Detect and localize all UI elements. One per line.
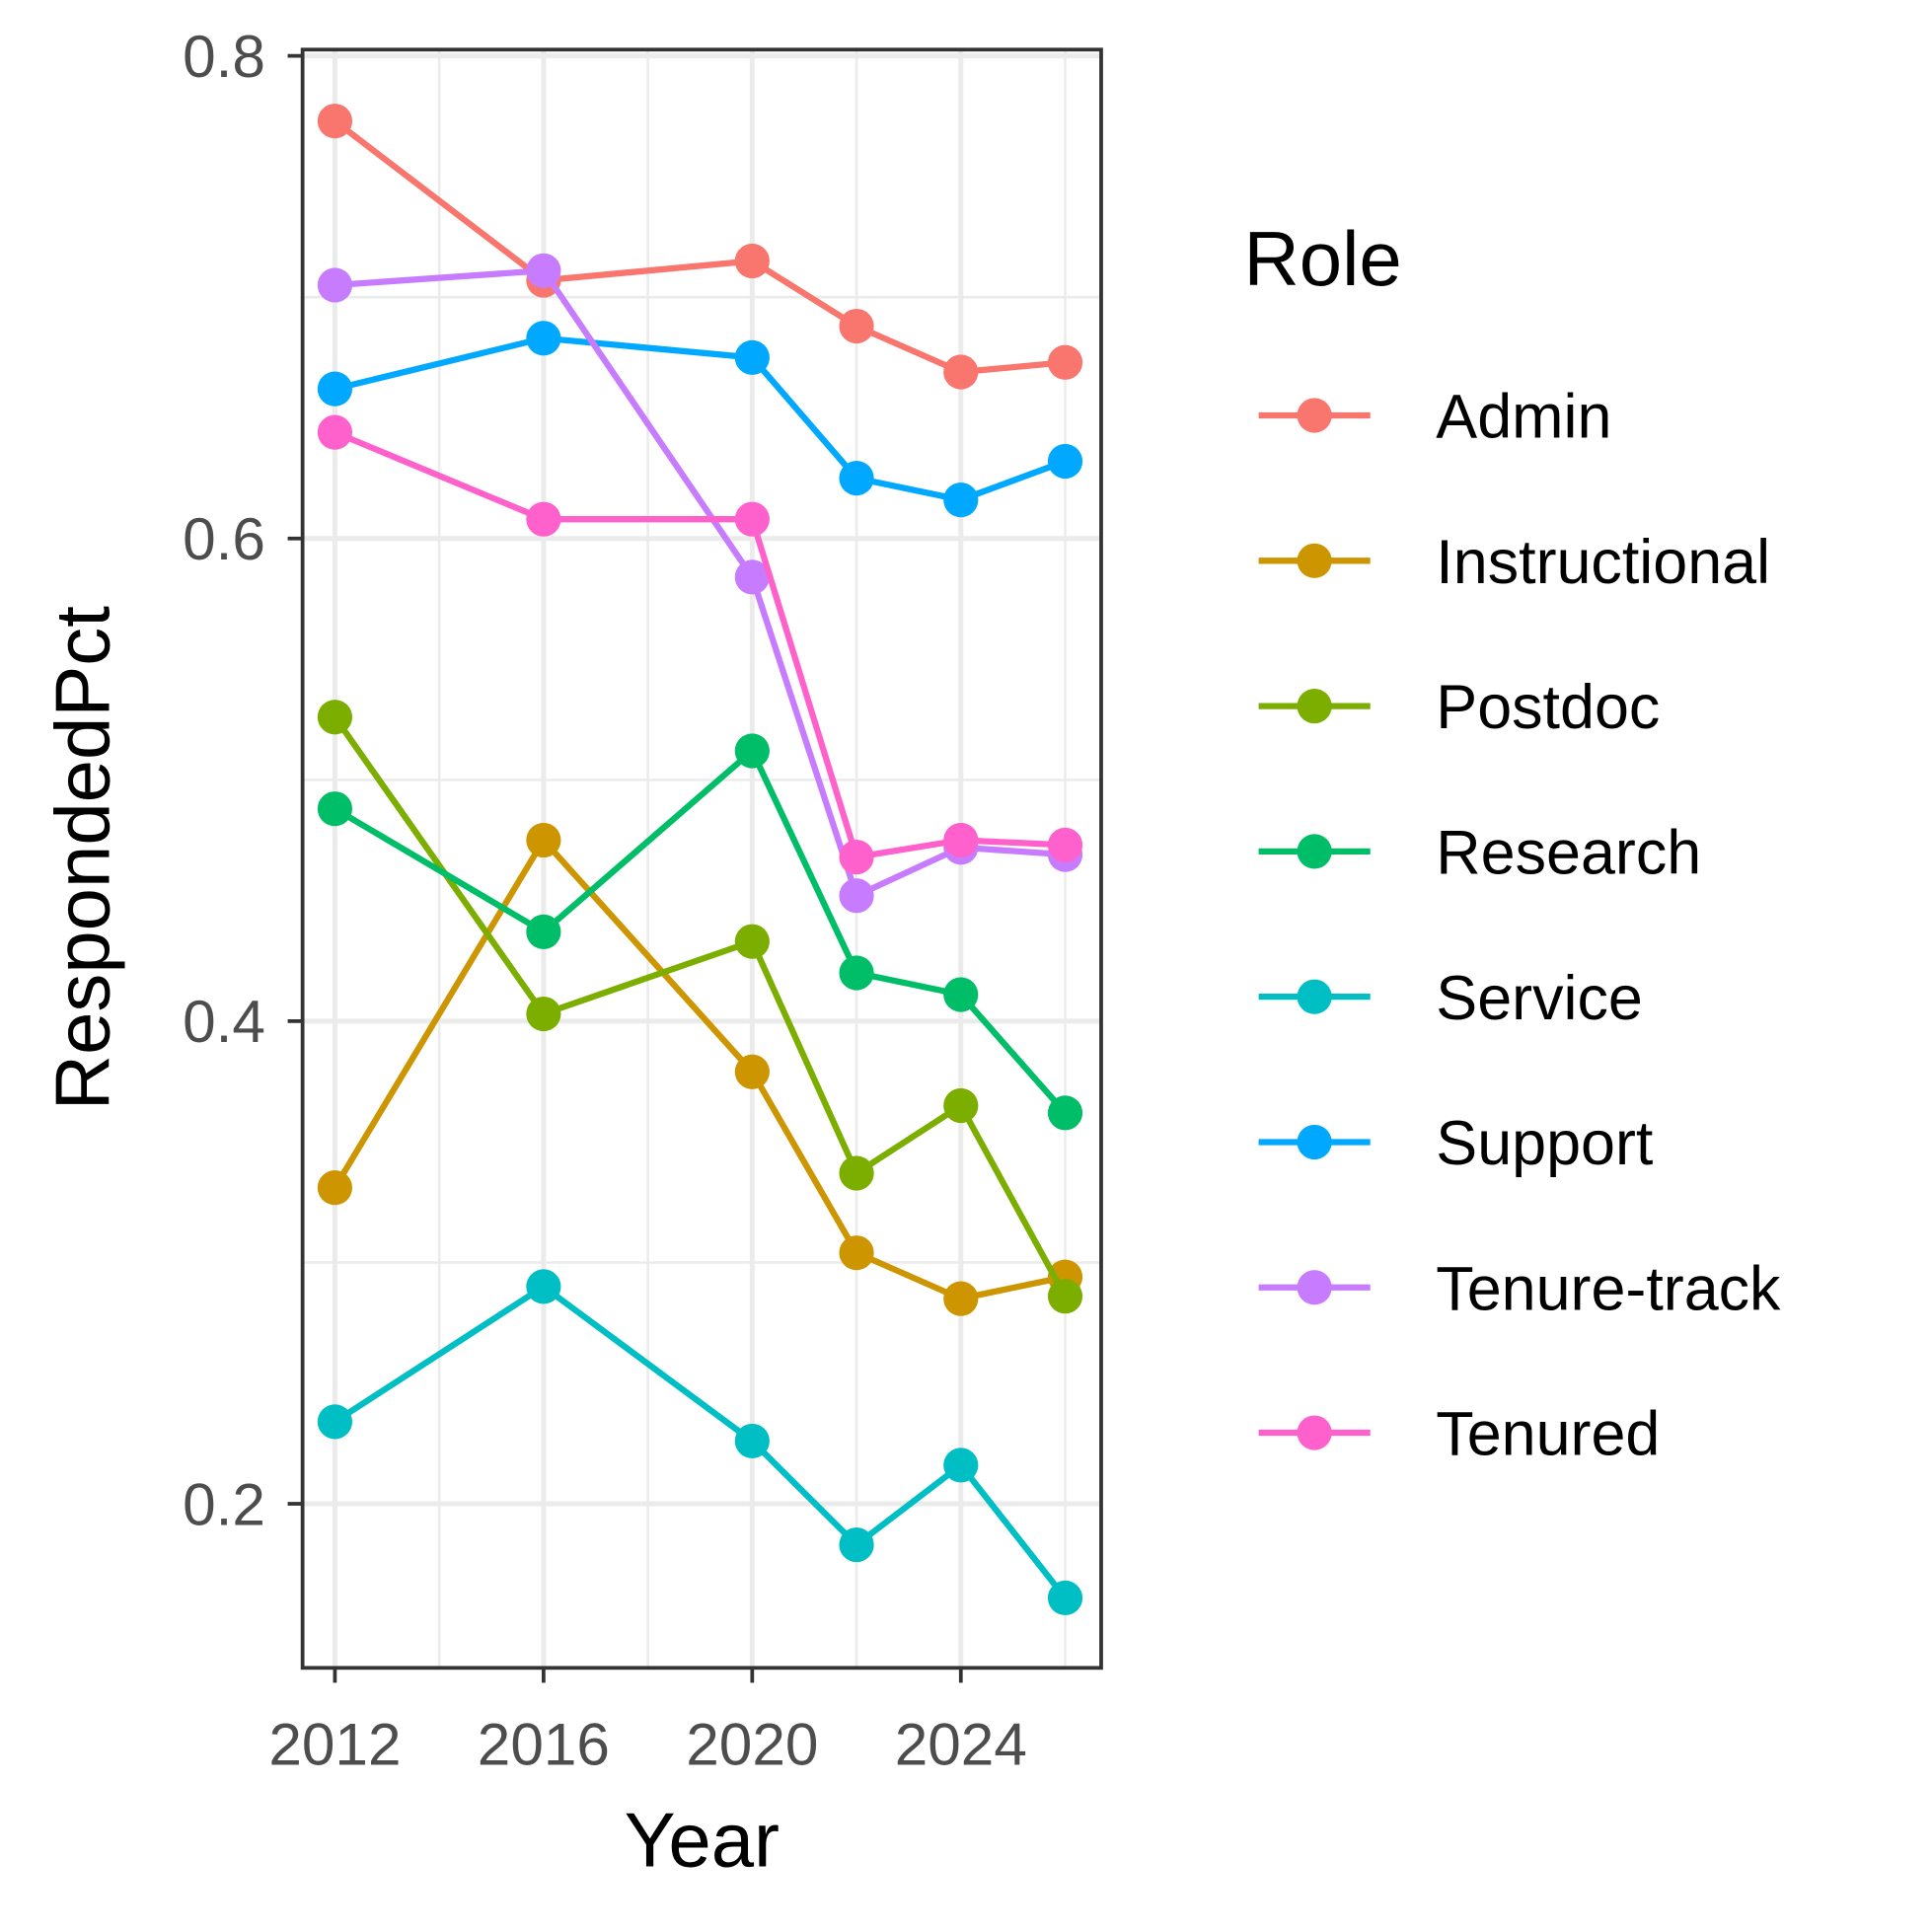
point bbox=[1047, 344, 1083, 380]
point bbox=[943, 483, 979, 518]
point bbox=[1047, 827, 1083, 862]
point bbox=[734, 243, 770, 279]
point bbox=[1047, 443, 1083, 480]
series-line bbox=[333, 1283, 1068, 1600]
legend-label: Admin bbox=[1436, 383, 1611, 452]
point bbox=[839, 461, 874, 496]
series-line bbox=[333, 118, 1066, 376]
point bbox=[317, 371, 353, 407]
series-line bbox=[334, 334, 1067, 503]
point bbox=[839, 955, 874, 991]
point bbox=[943, 1281, 979, 1316]
point bbox=[839, 839, 874, 875]
series-line bbox=[334, 267, 1066, 901]
point bbox=[317, 1170, 353, 1206]
legend-key-point bbox=[1297, 1124, 1332, 1160]
series-line bbox=[334, 429, 1066, 861]
legend-key-point bbox=[1297, 1415, 1332, 1450]
series-line bbox=[332, 714, 1069, 1299]
legend-label: Tenure-track bbox=[1436, 1254, 1781, 1323]
point bbox=[1047, 1580, 1083, 1615]
point bbox=[839, 308, 874, 344]
point bbox=[734, 559, 770, 595]
point bbox=[839, 1235, 874, 1271]
point bbox=[317, 267, 353, 303]
legend-key-point bbox=[1297, 1270, 1332, 1305]
x-tick-label: 2020 bbox=[686, 1710, 818, 1777]
point bbox=[317, 1404, 353, 1440]
y-axis-title: RespondedPct bbox=[39, 606, 126, 1110]
point bbox=[943, 354, 979, 390]
point bbox=[839, 1526, 874, 1563]
point bbox=[839, 1155, 874, 1191]
point bbox=[317, 414, 353, 450]
point bbox=[317, 700, 353, 735]
point bbox=[526, 996, 561, 1032]
legend-key-point bbox=[1297, 834, 1332, 869]
point bbox=[734, 1423, 770, 1459]
point bbox=[526, 321, 561, 356]
point bbox=[943, 822, 979, 858]
point bbox=[734, 501, 770, 537]
legend-label: Postdoc bbox=[1436, 673, 1660, 742]
y-tick-label: 0.8 bbox=[183, 23, 265, 90]
point bbox=[526, 253, 561, 288]
point bbox=[526, 914, 561, 949]
legend-label: Service bbox=[1436, 964, 1643, 1033]
point bbox=[526, 1269, 561, 1304]
point bbox=[1047, 1095, 1083, 1131]
y-tick-label: 0.2 bbox=[183, 1470, 265, 1537]
panel-border bbox=[300, 47, 1103, 1671]
point bbox=[526, 822, 561, 858]
legend-key-point bbox=[1297, 543, 1332, 578]
x-axis-title: Year bbox=[625, 1796, 780, 1883]
point bbox=[943, 1087, 979, 1124]
y-tick-label: 0.6 bbox=[183, 505, 265, 572]
point bbox=[734, 924, 770, 959]
point bbox=[1047, 1279, 1083, 1314]
point bbox=[526, 501, 561, 537]
legend-key-point bbox=[1297, 688, 1332, 724]
x-tick-label: 2024 bbox=[895, 1710, 1027, 1777]
legend-label: Tenured bbox=[1436, 1400, 1660, 1469]
point bbox=[734, 733, 770, 769]
point bbox=[734, 1054, 770, 1089]
legend-label: Support bbox=[1436, 1109, 1653, 1178]
x-tick-label: 2016 bbox=[478, 1710, 610, 1777]
legend-title: Role bbox=[1244, 215, 1402, 302]
series-line bbox=[332, 835, 1067, 1302]
legend-label: Research bbox=[1436, 818, 1701, 887]
legend-key-point bbox=[1297, 979, 1332, 1014]
point bbox=[317, 791, 353, 827]
legend-label: Instructional bbox=[1436, 528, 1770, 597]
point bbox=[943, 1448, 979, 1483]
point bbox=[317, 104, 353, 139]
series-line bbox=[333, 745, 1068, 1115]
y-tick-label: 0.4 bbox=[183, 988, 265, 1055]
x-tick-label: 2012 bbox=[268, 1710, 401, 1777]
point bbox=[734, 339, 770, 375]
point bbox=[943, 977, 979, 1012]
point bbox=[839, 878, 874, 914]
legend-key-point bbox=[1297, 398, 1332, 433]
